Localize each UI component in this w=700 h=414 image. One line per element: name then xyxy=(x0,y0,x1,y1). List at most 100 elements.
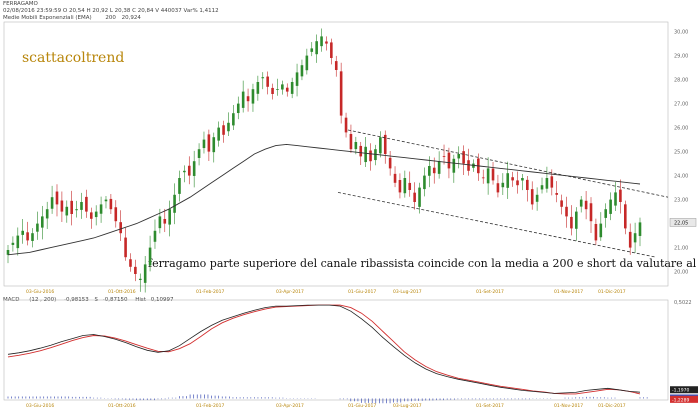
candle-body xyxy=(545,178,549,189)
macd-value-tag xyxy=(670,386,698,394)
candle-body xyxy=(55,191,59,205)
macd-tick-label: 0,5022 xyxy=(674,300,692,306)
candle-body xyxy=(305,55,309,71)
macd-value-label: -1,2289 xyxy=(672,397,690,403)
candle-body xyxy=(143,264,147,283)
candle-body xyxy=(570,216,573,229)
candle-body xyxy=(31,233,34,241)
candle-body xyxy=(295,72,299,86)
candle-body xyxy=(354,142,358,150)
macd-value-label: -1,1970 xyxy=(672,388,690,394)
candle-body xyxy=(134,266,137,274)
candle-body xyxy=(207,134,211,152)
candle-body xyxy=(212,137,216,153)
candle-body xyxy=(271,87,274,94)
candle-body xyxy=(339,71,343,116)
x-tick-label: 03-Giu-2016 xyxy=(26,289,54,295)
x-tick-label: 01-Nov-2017 xyxy=(554,403,583,409)
candle-body xyxy=(589,203,593,222)
candle-body xyxy=(481,177,485,179)
ma-value: 20,924 xyxy=(121,15,141,21)
candle-body xyxy=(300,65,304,77)
macd-value-tag xyxy=(670,395,698,403)
candle-body xyxy=(535,194,539,202)
candle-body xyxy=(320,36,323,47)
ma-name: Medie Mobili Esponenziali (EMA) xyxy=(3,15,92,21)
candle-body xyxy=(222,125,225,135)
candle-body xyxy=(584,200,588,210)
candle-body xyxy=(246,96,250,102)
candle-body xyxy=(75,209,78,211)
candle-body xyxy=(452,158,456,173)
candle-body xyxy=(364,146,367,163)
candle-body xyxy=(516,180,519,186)
candle-body xyxy=(540,185,544,190)
candle-body xyxy=(236,103,240,114)
candle-body xyxy=(403,178,407,194)
candle-body xyxy=(624,204,627,229)
candle-body xyxy=(11,242,15,245)
x-tick-label: 01-Feb-2017 xyxy=(196,403,225,409)
candle-body xyxy=(261,77,265,79)
candle-body xyxy=(281,84,284,90)
candle-body xyxy=(89,212,93,219)
candle-body xyxy=(359,145,363,157)
candle-body xyxy=(192,161,196,176)
x-tick-label: 01-Set-2017 xyxy=(476,289,504,295)
channel-lower-line xyxy=(337,192,657,258)
ema-200-line xyxy=(7,143,641,256)
candle-body xyxy=(609,199,612,214)
candle-body xyxy=(418,187,421,207)
signal-line xyxy=(7,304,641,395)
candle-body xyxy=(85,196,88,212)
candle-body xyxy=(437,161,441,174)
candle-body xyxy=(560,200,563,207)
candle-body xyxy=(594,223,598,241)
candle-body xyxy=(462,151,465,164)
candle-body xyxy=(178,178,181,194)
y-tick-label: 30,00 xyxy=(674,30,688,36)
last-price-label: 22,05 xyxy=(674,220,688,226)
candle-body xyxy=(197,149,201,158)
candle-body xyxy=(310,48,314,52)
candle-body xyxy=(579,199,583,207)
candle-body xyxy=(94,211,98,218)
ohlc-readout: 02/08/2016 23:59:59 O 20,54 H 20,92 L 20… xyxy=(3,8,219,14)
candle-body xyxy=(138,278,142,280)
x-tick-label: 03-Apr-2017 xyxy=(276,289,304,295)
candle-body xyxy=(334,61,338,70)
candle-body xyxy=(501,182,505,188)
y-tick-label: 29,00 xyxy=(674,54,688,60)
candle-body xyxy=(183,170,186,173)
candle-body xyxy=(129,259,132,267)
candle-body xyxy=(227,122,230,132)
x-tick-label: 01-Giu-2017 xyxy=(348,403,376,409)
candle-body xyxy=(50,197,54,209)
candle-body xyxy=(119,222,122,234)
candle-body xyxy=(526,179,529,190)
candle-body xyxy=(486,168,490,184)
candle-body xyxy=(21,230,24,235)
price-panel-frame xyxy=(3,21,669,287)
candle-body xyxy=(80,202,83,210)
candle-body xyxy=(6,250,10,255)
candle-body xyxy=(628,231,632,248)
candle-body xyxy=(325,41,328,44)
candle-body xyxy=(163,218,167,224)
x-tick-label: 03-Apr-2017 xyxy=(276,403,304,409)
candle-body xyxy=(173,194,176,213)
candle-body xyxy=(511,177,514,181)
candle-body xyxy=(70,200,73,214)
candle-body xyxy=(496,183,500,193)
candle-body xyxy=(550,176,554,188)
candle-body xyxy=(99,204,103,214)
candle-body xyxy=(467,160,470,171)
candle-body xyxy=(232,113,235,126)
candle-body xyxy=(153,230,157,242)
candle-body xyxy=(383,134,387,154)
candle-body xyxy=(290,82,294,94)
last-price-tag xyxy=(669,218,697,227)
macd-panel-frame xyxy=(3,299,669,401)
candle-body xyxy=(379,137,382,154)
